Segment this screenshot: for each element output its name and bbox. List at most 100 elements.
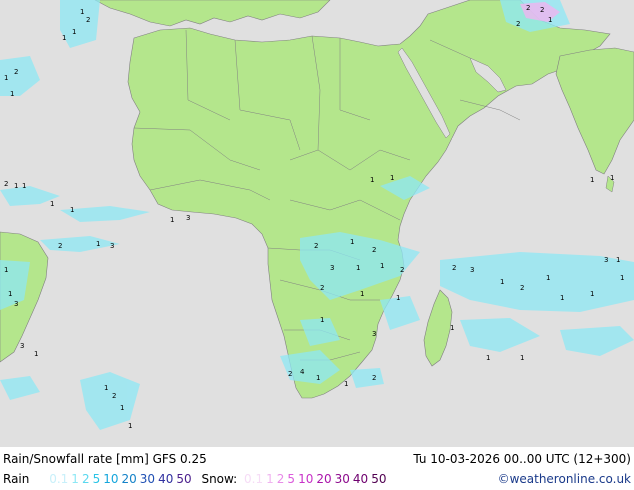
credit-link[interactable]: ©weatheronline.co.uk (497, 472, 631, 486)
snow-areas (520, 2, 560, 22)
svg-text:1: 1 (350, 238, 354, 246)
rain-legend-value: 50 (176, 472, 192, 486)
svg-text:1: 1 (128, 422, 132, 430)
svg-text:3: 3 (470, 266, 474, 274)
rain-legend-value: 5 (92, 472, 101, 486)
svg-text:1: 1 (610, 174, 614, 182)
rain-legend-label: Rain (3, 472, 30, 486)
svg-text:1: 1 (360, 290, 364, 298)
svg-text:2: 2 (112, 392, 116, 400)
svg-text:3: 3 (14, 300, 18, 308)
rain-legend-value: 10 (103, 472, 119, 486)
svg-text:1: 1 (10, 90, 14, 98)
svg-text:3: 3 (186, 214, 190, 222)
svg-text:2: 2 (320, 284, 324, 292)
precipitation-legend: Rain 0.1 1 2 5 10 20 30 40 50 Snow: 0.1 1 2 5 10 20 30… (3, 469, 392, 489)
snow-legend-value: 2 (276, 472, 285, 486)
rain-legend-values: 0.1 1 2 5 10 20 30 40 50 (49, 472, 194, 486)
snow-legend-value: 10 (298, 472, 314, 486)
snow-legend-value: 5 (287, 472, 296, 486)
svg-text:1: 1 (4, 266, 8, 274)
svg-text:1: 1 (500, 278, 504, 286)
svg-text:1: 1 (344, 380, 348, 388)
snow-legend-values: 0.1 1 2 5 10 20 30 40 50 (244, 472, 389, 486)
svg-text:3: 3 (20, 342, 24, 350)
svg-text:1: 1 (320, 316, 324, 324)
snow-legend-value: 30 (334, 472, 350, 486)
svg-text:1: 1 (170, 216, 174, 224)
svg-text:1: 1 (14, 182, 18, 190)
svg-text:1: 1 (560, 294, 564, 302)
svg-text:2: 2 (400, 266, 404, 274)
landmass-madagascar (423, 289, 453, 367)
svg-text:2: 2 (372, 374, 376, 382)
svg-text:1: 1 (486, 354, 490, 362)
map-title: Rain/Snowfall rate [mm] GFS 0.25 (3, 452, 207, 466)
svg-text:3: 3 (330, 264, 334, 272)
landmass-india (555, 47, 634, 175)
svg-text:1: 1 (8, 290, 12, 298)
snow-legend-value: 40 (352, 472, 369, 486)
svg-text:1: 1 (70, 206, 74, 214)
svg-text:1: 1 (120, 404, 124, 412)
svg-text:2: 2 (314, 242, 318, 250)
rain-legend-value: 1 (71, 472, 79, 486)
svg-text:1: 1 (80, 8, 84, 16)
svg-text:1: 1 (616, 256, 620, 264)
svg-text:2: 2 (452, 264, 456, 272)
svg-text:3: 3 (604, 256, 608, 264)
svg-text:2: 2 (4, 180, 8, 188)
snow-legend-value: 50 (371, 472, 387, 486)
svg-text:2: 2 (14, 68, 18, 76)
svg-text:1: 1 (370, 176, 374, 184)
svg-text:1: 1 (96, 240, 100, 248)
svg-text:2: 2 (288, 370, 292, 378)
svg-text:1: 1 (316, 374, 320, 382)
rain-legend-value: 2 (81, 472, 90, 486)
svg-text:1: 1 (104, 384, 108, 392)
svg-text:3: 3 (110, 242, 114, 250)
snow-legend-value: 0.1 (244, 472, 264, 486)
persian-gulf (469, 57, 507, 93)
svg-text:2: 2 (520, 284, 524, 292)
map-footer: Rain/Snowfall rate [mm] GFS 0.25 Tu 10-0… (0, 447, 634, 490)
valid-time: Tu 10-03-2026 00..00 UTC (12+300) (413, 452, 631, 466)
svg-text:2: 2 (372, 246, 376, 254)
svg-text:1: 1 (390, 174, 394, 182)
svg-text:4: 4 (300, 368, 305, 376)
svg-text:2: 2 (58, 242, 62, 250)
landmass-europe (94, 0, 331, 27)
snow-legend-value: 1 (266, 472, 274, 486)
svg-text:1: 1 (548, 16, 552, 24)
svg-text:2: 2 (516, 20, 520, 28)
svg-text:1: 1 (4, 74, 8, 82)
landmass-africa (127, 0, 611, 399)
svg-text:1: 1 (546, 274, 550, 282)
rain-legend-value: 20 (121, 472, 137, 486)
svg-text:1: 1 (620, 274, 624, 282)
svg-text:1: 1 (396, 294, 400, 302)
svg-text:2: 2 (540, 6, 544, 14)
svg-text:1: 1 (450, 324, 454, 332)
svg-text:1: 1 (356, 264, 360, 272)
svg-text:2: 2 (526, 4, 530, 12)
svg-text:2: 2 (86, 16, 90, 24)
red-sea (397, 47, 451, 139)
gulf-of-aden (452, 130, 500, 146)
svg-text:1: 1 (380, 262, 384, 270)
rain-legend-value: 40 (158, 472, 174, 486)
svg-text:1: 1 (72, 28, 76, 36)
svg-text:1: 1 (62, 34, 66, 42)
landmass-sri-lanka (605, 175, 615, 193)
svg-text:1: 1 (520, 354, 524, 362)
svg-text:1: 1 (590, 176, 594, 184)
svg-text:1: 1 (34, 350, 38, 358)
svg-text:3: 3 (372, 330, 376, 338)
svg-text:1: 1 (590, 290, 594, 298)
svg-text:1: 1 (50, 200, 54, 208)
snow-legend-value: 20 (316, 472, 332, 486)
snow-legend-label: Snow: (201, 472, 238, 486)
rain-legend-value: 0.1 (49, 472, 69, 486)
